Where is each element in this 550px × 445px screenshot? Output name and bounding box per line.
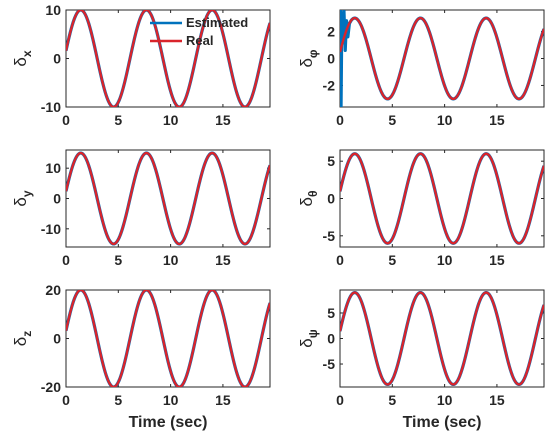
- x-tick-label: 0: [62, 392, 70, 408]
- x-tick-label: 5: [114, 112, 122, 128]
- x-axis-label: Time (sec): [403, 414, 482, 431]
- x-tick-label: 0: [336, 392, 344, 408]
- subplot-2: 0 5 10 15 -2 0 2 δφ: [297, 9, 545, 128]
- series-real-line: [66, 10, 270, 107]
- legend: Estimated Real: [150, 15, 248, 48]
- x-tick-label: 10: [163, 112, 179, 128]
- x-tick-label: 15: [489, 112, 505, 128]
- y-tick-label: -2: [323, 77, 336, 93]
- x-tick-label: 0: [336, 112, 344, 128]
- series-real-line: [340, 291, 544, 386]
- x-tick-label: 15: [489, 252, 505, 268]
- y-tick-label: 0: [327, 51, 335, 67]
- series-real-line: [66, 290, 270, 387]
- y-tick-label: 0: [53, 51, 61, 67]
- y-axis-label: δx: [11, 50, 34, 66]
- plot-area: [339, 9, 545, 108]
- x-tick-label: 5: [388, 392, 396, 408]
- series-real-line: [66, 151, 270, 246]
- x-tick-label: 15: [215, 112, 231, 128]
- y-tick-label: 2: [327, 24, 335, 40]
- y-tick-label: 0: [53, 191, 61, 207]
- series-real-line: [340, 16, 544, 101]
- y-tick-label: -5: [323, 356, 336, 372]
- y-tick-label: -10: [41, 99, 61, 115]
- x-tick-label: 5: [388, 252, 396, 268]
- legend-label-real: Real: [186, 33, 213, 48]
- y-axis-label: δθ: [297, 191, 320, 207]
- x-tick-label: 10: [437, 392, 453, 408]
- y-axis-label: δψ: [297, 329, 320, 348]
- y-tick-label: 5: [327, 305, 335, 321]
- x-axis-label: Time (sec): [129, 414, 208, 431]
- x-tick-label: 5: [388, 112, 396, 128]
- x-tick-label: 5: [114, 392, 122, 408]
- x-tick-label: 10: [437, 112, 453, 128]
- y-tick-label: -20: [41, 379, 61, 395]
- x-tick-label: 10: [163, 252, 179, 268]
- y-tick-label: 0: [53, 331, 61, 347]
- x-tick-label: 15: [215, 392, 231, 408]
- x-tick-label: 10: [163, 392, 179, 408]
- y-tick-label: 10: [45, 160, 61, 176]
- x-tick-label: 0: [62, 112, 70, 128]
- y-axis-label: δy: [11, 190, 34, 206]
- y-tick-label: -5: [323, 228, 336, 244]
- y-tick-label: 20: [45, 282, 61, 298]
- subplot-6: 0 5 10 15 -5 0 5 δψ Time (sec): [297, 289, 545, 431]
- y-tick-label: -10: [41, 221, 61, 237]
- y-tick-label: 5: [327, 153, 335, 169]
- y-tick-label: 0: [327, 191, 335, 207]
- x-tick-label: 10: [437, 252, 453, 268]
- x-tick-label: 5: [114, 252, 122, 268]
- x-tick-label: 0: [336, 252, 344, 268]
- y-tick-label: 10: [45, 2, 61, 18]
- y-tick-label: 0: [327, 331, 335, 347]
- x-tick-label: 0: [62, 252, 70, 268]
- series-real-line: [340, 152, 544, 245]
- x-tick-label: 15: [489, 392, 505, 408]
- y-axis-label: δz: [11, 331, 34, 346]
- x-tick-label: 15: [215, 252, 231, 268]
- y-axis-label: δφ: [297, 49, 320, 67]
- legend-label-estimated: Estimated: [186, 15, 248, 30]
